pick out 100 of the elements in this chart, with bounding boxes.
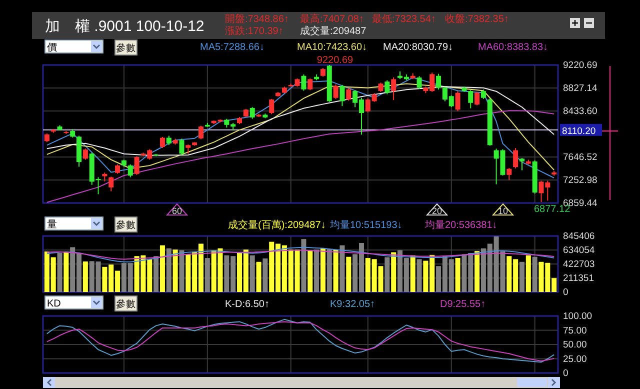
chart-title: 加 權 .9001 100-10-12 <box>45 18 204 35</box>
y-tick-label: 634054 <box>563 245 595 256</box>
bar <box>172 250 178 292</box>
settings-button: 參數 <box>114 296 138 312</box>
text: 10 <box>498 206 508 216</box>
bar <box>57 252 62 292</box>
text: 開盤:7348.86↑ <box>225 13 289 25</box>
candlestick <box>301 74 306 92</box>
candlestick <box>474 91 480 106</box>
candlestick <box>436 73 442 90</box>
text: 20 <box>432 206 442 216</box>
y-tick-label: 100.00 <box>563 311 592 322</box>
candlestick <box>391 76 396 101</box>
candlestick <box>378 82 384 92</box>
candlestick <box>308 78 313 91</box>
bar <box>262 258 268 292</box>
candlestick <box>506 167 512 181</box>
candlestick <box>480 89 486 100</box>
text: K-D:6.50↑ <box>225 299 270 310</box>
line-series <box>46 110 555 203</box>
dropdown-select: 量 <box>44 216 104 230</box>
candlestick <box>134 156 140 176</box>
y-tick-label: 0 <box>563 368 568 380</box>
text: MA20:8030.79↓ <box>383 42 454 53</box>
candlestick <box>166 135 172 146</box>
y-tick-label: 9220.69 <box>563 60 598 72</box>
bar <box>160 245 165 292</box>
text: D9:25.55↑ <box>440 299 486 310</box>
line-series <box>46 250 555 260</box>
y-tick-label: 25.00 <box>563 354 587 365</box>
candlestick <box>416 76 422 90</box>
bar <box>416 259 422 292</box>
bar <box>532 256 538 292</box>
candlestick <box>269 98 274 115</box>
line-series <box>46 246 555 262</box>
bar <box>301 239 306 292</box>
candlestick <box>186 144 191 154</box>
candlestick <box>115 164 120 174</box>
y-tick-label: 845406 <box>563 231 595 242</box>
bar <box>204 258 210 292</box>
bar <box>250 255 255 292</box>
series-label: 均量10:515193↓ <box>329 219 402 231</box>
candlestick <box>179 138 184 156</box>
bar <box>526 255 531 292</box>
bar <box>333 250 338 292</box>
candlestick <box>108 176 114 192</box>
bar <box>154 256 159 292</box>
text: MA10:7423.60↓ <box>297 42 368 53</box>
bar <box>256 262 262 292</box>
candlestick <box>519 157 524 171</box>
ref-line-label: 8110.20 <box>562 126 596 137</box>
dropdown-select: KD <box>44 296 104 310</box>
annotation: 9220.69 <box>316 55 354 66</box>
text: K9:32.05↑ <box>330 299 376 310</box>
bar <box>179 250 184 292</box>
settings-button: 參數 <box>114 216 138 232</box>
y-tick-label: 50.00 <box>563 340 587 351</box>
y-tick-label: 422703 <box>563 259 595 270</box>
settings-button: 參數 <box>114 40 138 56</box>
candlestick <box>250 106 255 120</box>
y-tick-label: 75.00 <box>563 325 587 336</box>
y-tick-label: 211351 <box>563 273 594 284</box>
text: 收盤:7382.35↑ <box>445 13 509 25</box>
text: MA60:8383.83↓ <box>478 42 548 53</box>
text: 均量20:536381↓ <box>424 219 498 231</box>
bar <box>166 248 172 292</box>
candlestick <box>160 136 165 149</box>
dropdown-select: 價 <box>44 40 104 54</box>
bar <box>391 252 396 292</box>
candlestick <box>513 148 518 169</box>
y-tick-label: 8433.60 <box>563 106 598 118</box>
text: MA5:7288.66↓ <box>200 42 264 53</box>
y-tick-label: 7646.52 <box>563 152 598 164</box>
text: 成交量:209487 <box>300 25 367 37</box>
bar <box>82 261 88 292</box>
candlestick <box>346 87 352 102</box>
bar <box>384 257 390 292</box>
text: 最高:7407.08↑ <box>300 13 364 25</box>
text: 最低:7323.54↑ <box>372 14 436 25</box>
bar <box>320 248 326 292</box>
bar <box>346 256 352 292</box>
candlestick <box>340 84 345 106</box>
bar <box>519 262 524 292</box>
y-tick-label: 0 <box>563 287 568 298</box>
candlestick <box>82 148 88 160</box>
candlestick <box>333 84 338 100</box>
text: 60 <box>172 206 182 216</box>
bar <box>455 258 460 292</box>
candlestick <box>468 90 474 109</box>
bar <box>314 250 320 292</box>
bar <box>308 250 313 292</box>
bar <box>64 251 69 292</box>
bar <box>474 251 480 292</box>
bar <box>410 255 416 292</box>
y-tick-label: 8827.14 <box>563 83 598 94</box>
candlestick <box>128 164 133 178</box>
text: 漲跌:170.39↑ <box>225 25 284 37</box>
series-label: 成交量(百萬):209487↓ <box>228 219 326 231</box>
candlestick <box>198 125 204 140</box>
candlestick <box>384 80 390 95</box>
